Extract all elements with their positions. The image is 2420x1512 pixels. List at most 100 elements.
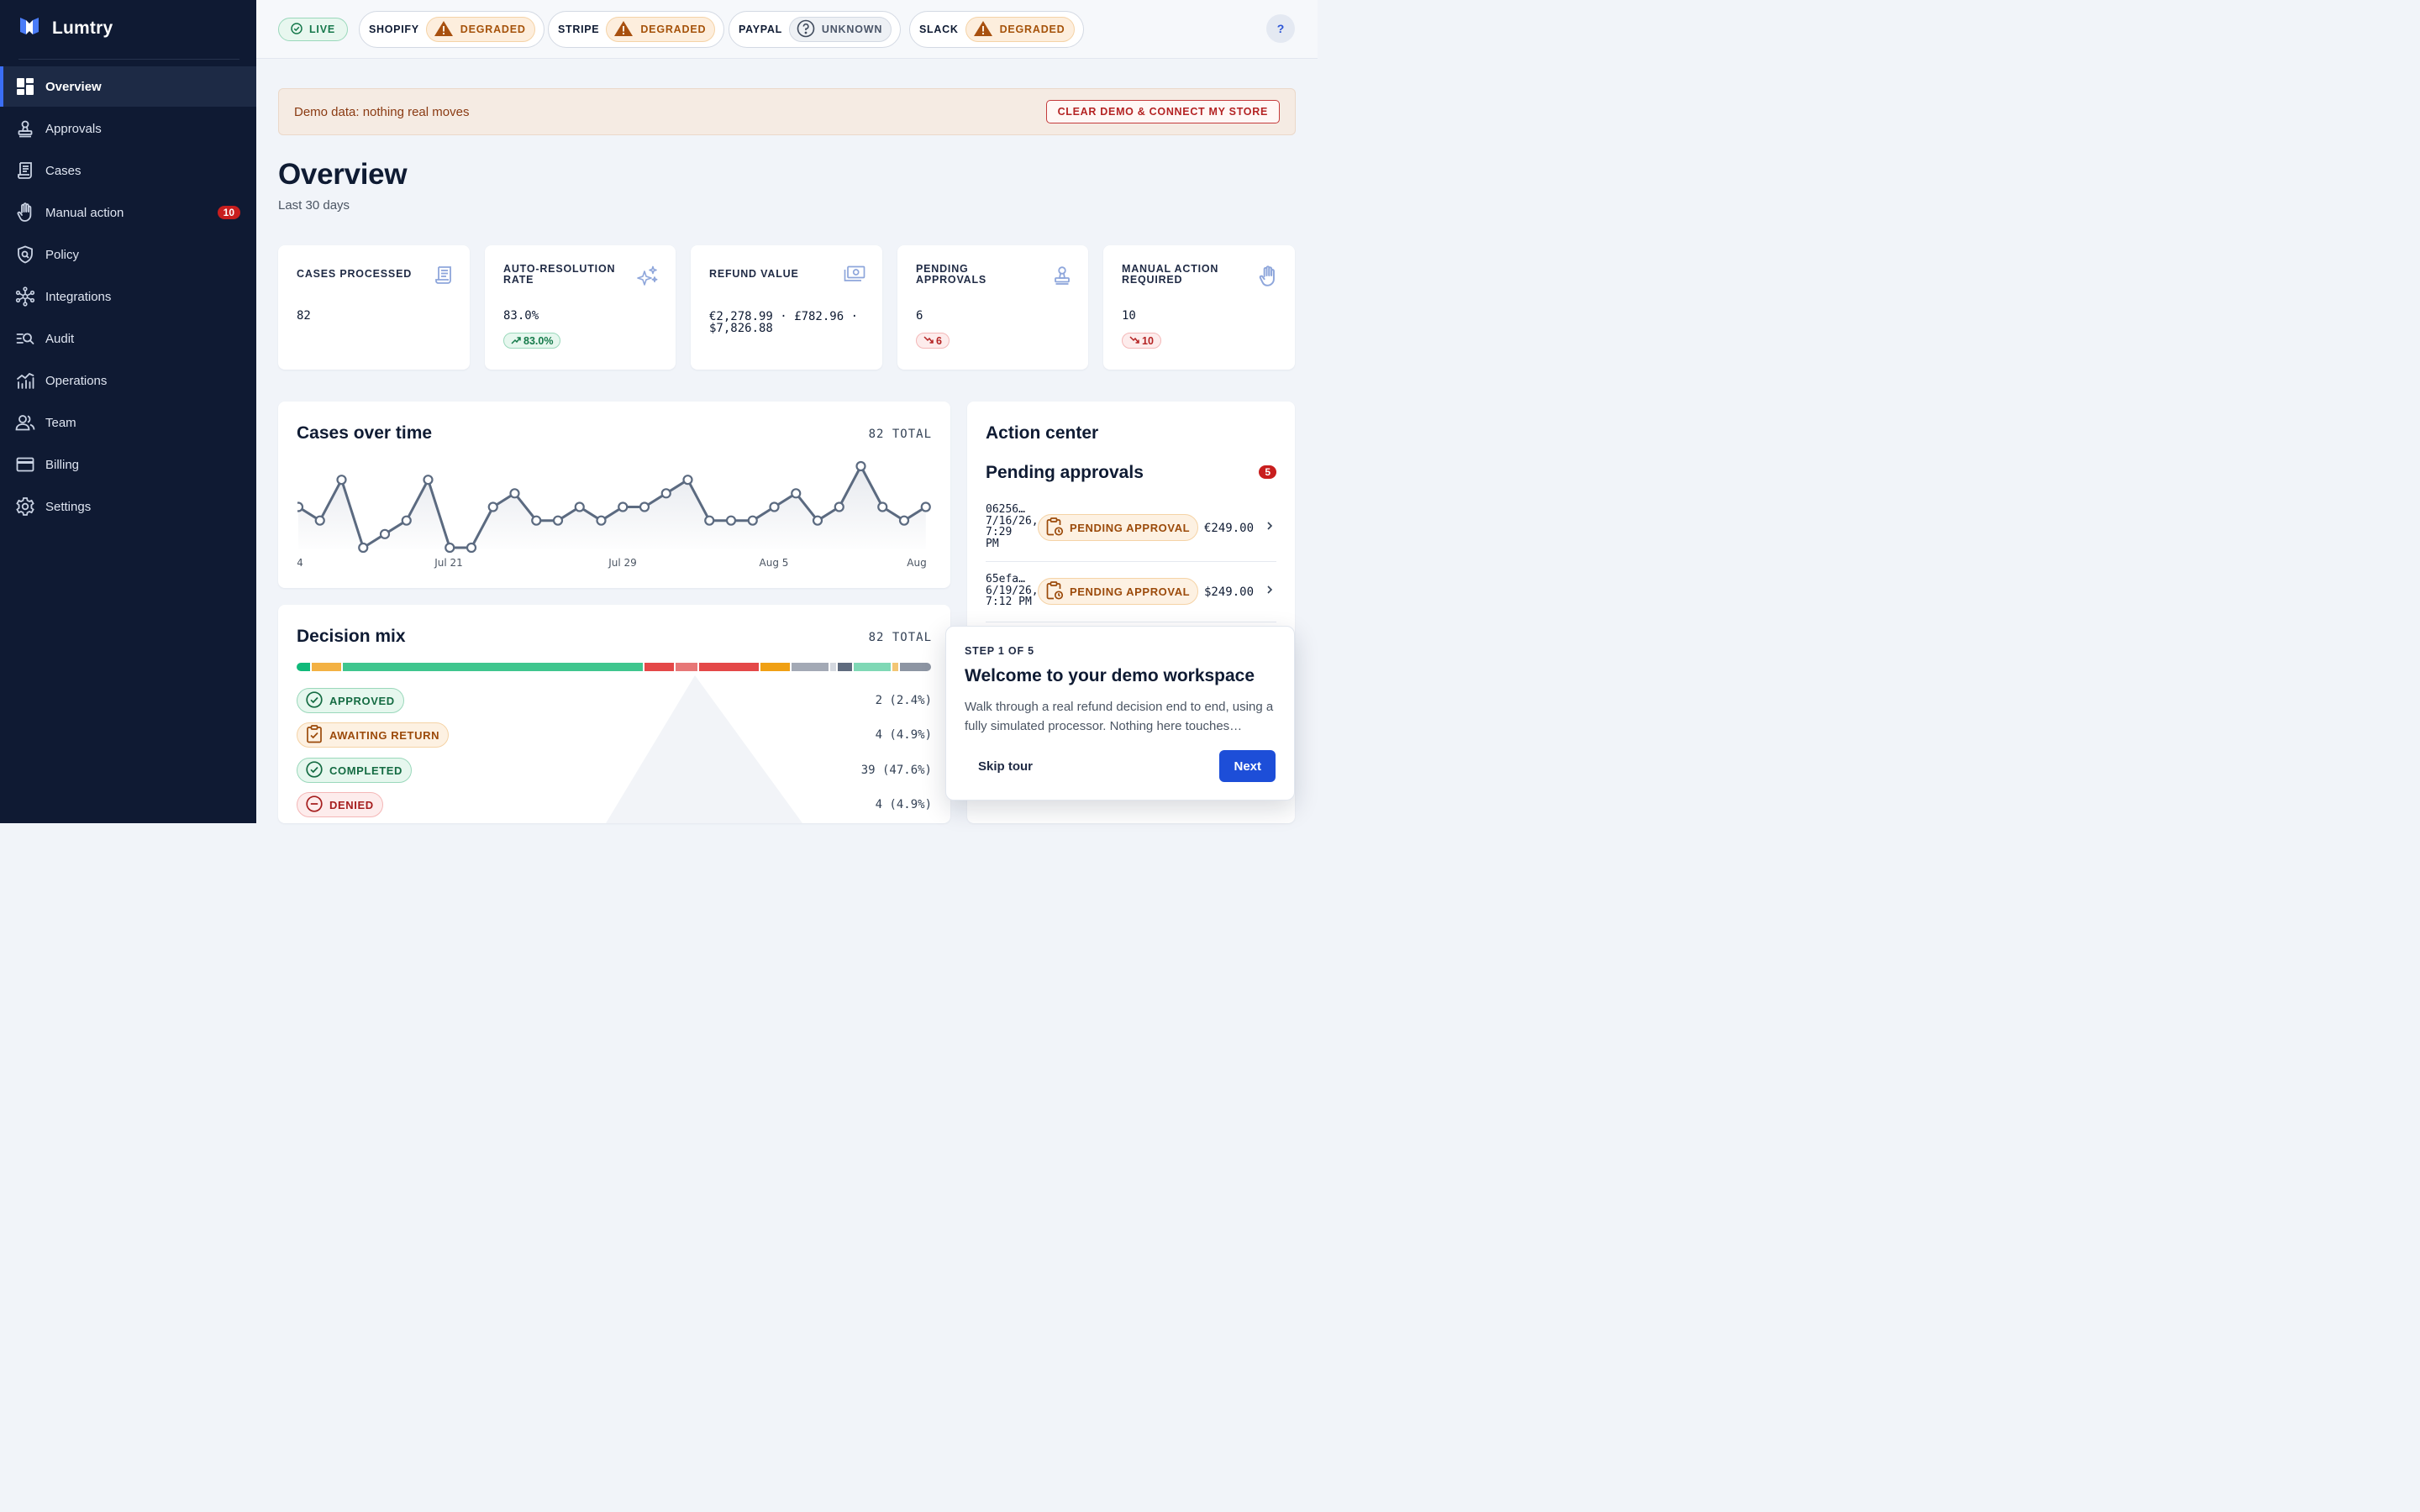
data-point[interactable] xyxy=(509,488,520,499)
decision-label: APPROVED xyxy=(329,694,395,707)
data-point[interactable] xyxy=(834,501,844,512)
sidebar-item-audit[interactable]: Audit xyxy=(0,318,256,359)
data-point[interactable] xyxy=(552,515,564,526)
decision-mix-segment[interactable] xyxy=(838,663,854,671)
divider xyxy=(986,561,1276,562)
approval-date-line: 7:12 PM xyxy=(986,596,1032,608)
sidebar-item-label: Cases xyxy=(45,163,82,178)
sidebar-item-integrations[interactable]: Integrations xyxy=(0,276,256,317)
data-point[interactable] xyxy=(531,515,542,526)
sidebar-item-label: Policy xyxy=(45,247,80,262)
approval-row[interactable]: 06256… 7/16/26, 7:29 PM PENDING APPROVAL… xyxy=(986,504,1276,563)
data-point[interactable] xyxy=(877,501,888,512)
data-point[interactable] xyxy=(769,501,780,512)
integration-status-badge: DEGRADED xyxy=(425,17,535,42)
chart-icon xyxy=(15,370,35,391)
data-point[interactable] xyxy=(358,542,369,554)
decision-total: 82 TOTAL xyxy=(868,631,932,644)
card-title: Action center xyxy=(986,423,1099,443)
cases-line-chart[interactable]: Jul 14 Jul 21 Jul 29 Aug 5 Aug xyxy=(278,402,950,588)
integration-status-text: DEGRADED xyxy=(460,24,526,35)
approval-row[interactable]: 65efa… 6/19/26, 7:12 PM PENDING APPROVAL… xyxy=(986,574,1276,633)
data-point[interactable] xyxy=(618,501,629,512)
data-point[interactable] xyxy=(574,501,585,512)
tour-next-button[interactable]: Next xyxy=(1219,750,1276,782)
integration-status-badge: UNKNOWN xyxy=(788,17,892,42)
decision-row-approved[interactable]: APPROVED 2 (2.4%) xyxy=(297,688,932,713)
kpi-card-auto-resolution-rate[interactable]: AUTO-RESOLUTION RATE 83.0% 83.0% xyxy=(485,245,676,370)
data-point[interactable] xyxy=(791,488,802,499)
data-point[interactable] xyxy=(423,475,434,486)
onboarding-tour-popover: STEP 1 OF 5 Welcome to your demo workspa… xyxy=(945,626,1295,801)
data-point[interactable] xyxy=(920,501,931,512)
data-point[interactable] xyxy=(660,488,671,499)
kpi-label: REFUND VALUE xyxy=(709,268,799,280)
card-title: Decision mix xyxy=(297,627,406,646)
decision-mix-segment[interactable] xyxy=(644,663,676,671)
sidebar-item-label: Overview xyxy=(45,79,102,94)
decision-mix-segment[interactable] xyxy=(343,663,645,671)
data-point[interactable] xyxy=(812,515,823,526)
decision-row-denied[interactable]: DENIED 4 (4.9%) xyxy=(297,792,932,817)
data-point[interactable] xyxy=(314,515,325,526)
help-button[interactable]: ? xyxy=(1266,14,1295,43)
skip-tour-button[interactable]: Skip tour xyxy=(978,759,1034,774)
data-point[interactable] xyxy=(466,542,477,554)
sidebar-item-billing[interactable]: Billing xyxy=(0,444,256,485)
data-point[interactable] xyxy=(596,515,607,526)
integration-chip-slack[interactable]: SLACK DEGRADED xyxy=(909,11,1084,48)
trend-up-icon xyxy=(511,335,521,347)
decision-mix-segment[interactable] xyxy=(792,663,831,671)
data-point[interactable] xyxy=(401,515,412,526)
decision-mix-segment[interactable] xyxy=(830,663,839,671)
manual-action-count-badge: 10 xyxy=(217,206,240,219)
integration-chip-stripe[interactable]: STRIPE DEGRADED xyxy=(548,11,725,48)
decision-mix-segment[interactable] xyxy=(853,663,892,671)
data-point[interactable] xyxy=(487,501,498,512)
data-point[interactable] xyxy=(747,515,758,526)
sidebar-item-manual-action[interactable]: Manual action 10 xyxy=(0,192,256,233)
data-point[interactable] xyxy=(445,542,455,554)
data-point[interactable] xyxy=(639,501,650,512)
decision-mix-segment[interactable] xyxy=(297,663,313,671)
data-point[interactable] xyxy=(379,528,391,539)
sidebar-item-approvals[interactable]: Approvals xyxy=(0,108,256,149)
sidebar-item-label: Approvals xyxy=(45,121,102,136)
decision-mix-segment[interactable] xyxy=(900,663,931,671)
cash-icon xyxy=(844,265,865,286)
integration-chip-shopify[interactable]: SHOPIFY DEGRADED xyxy=(359,11,544,48)
sidebar-item-overview[interactable]: Overview xyxy=(0,66,256,107)
kpi-card-refund-value[interactable]: REFUND VALUE €2,278.99 · £782.96 · $7,82… xyxy=(691,245,882,370)
data-point[interactable] xyxy=(855,460,866,472)
decision-mix-bar[interactable] xyxy=(297,663,931,671)
clear-demo-button[interactable]: CLEAR DEMO & CONNECT MY STORE xyxy=(1045,100,1280,123)
brand[interactable]: Lumtry xyxy=(18,15,113,41)
decision-mix-segment[interactable] xyxy=(760,663,792,671)
sidebar-item-policy[interactable]: Policy xyxy=(0,234,256,275)
data-point[interactable] xyxy=(898,515,910,526)
decision-mix-segment[interactable] xyxy=(698,663,761,671)
kpi-card-cases-processed[interactable]: CASES PROCESSED 82 xyxy=(278,245,470,370)
approval-status-text: PENDING APPROVAL xyxy=(1070,521,1191,534)
cases-total: 82 TOTAL xyxy=(868,428,932,441)
sidebar-item-settings[interactable]: Settings xyxy=(0,486,256,527)
decision-mix-segment[interactable] xyxy=(312,663,344,671)
area-fill xyxy=(298,466,926,549)
data-point[interactable] xyxy=(294,501,304,512)
data-point[interactable] xyxy=(682,475,693,486)
sidebar-item-cases[interactable]: Cases xyxy=(0,150,256,191)
kpi-card-manual-action-required[interactable]: MANUAL ACTION REQUIRED 10 10 xyxy=(1103,245,1295,370)
data-point[interactable] xyxy=(725,515,737,526)
decision-row-completed[interactable]: COMPLETED 39 (47.6%) xyxy=(297,758,932,783)
decision-row-awaiting-return[interactable]: AWAITING RETURN 4 (4.9%) xyxy=(297,722,932,748)
data-point[interactable] xyxy=(336,475,347,486)
decision-mix-segment[interactable] xyxy=(676,663,699,671)
live-status-pill[interactable]: LIVE xyxy=(278,18,348,41)
sidebar-item-team[interactable]: Team xyxy=(0,402,256,443)
sidebar-item-operations[interactable]: Operations xyxy=(0,360,256,401)
kpi-card-pending-approvals[interactable]: PENDING APPROVALS 6 6 xyxy=(897,245,1088,370)
integration-chip-paypal[interactable]: PAYPAL UNKNOWN xyxy=(729,11,902,48)
decision-mix-segment[interactable] xyxy=(892,663,901,671)
hand-icon xyxy=(1258,265,1278,291)
data-point[interactable] xyxy=(704,515,715,526)
